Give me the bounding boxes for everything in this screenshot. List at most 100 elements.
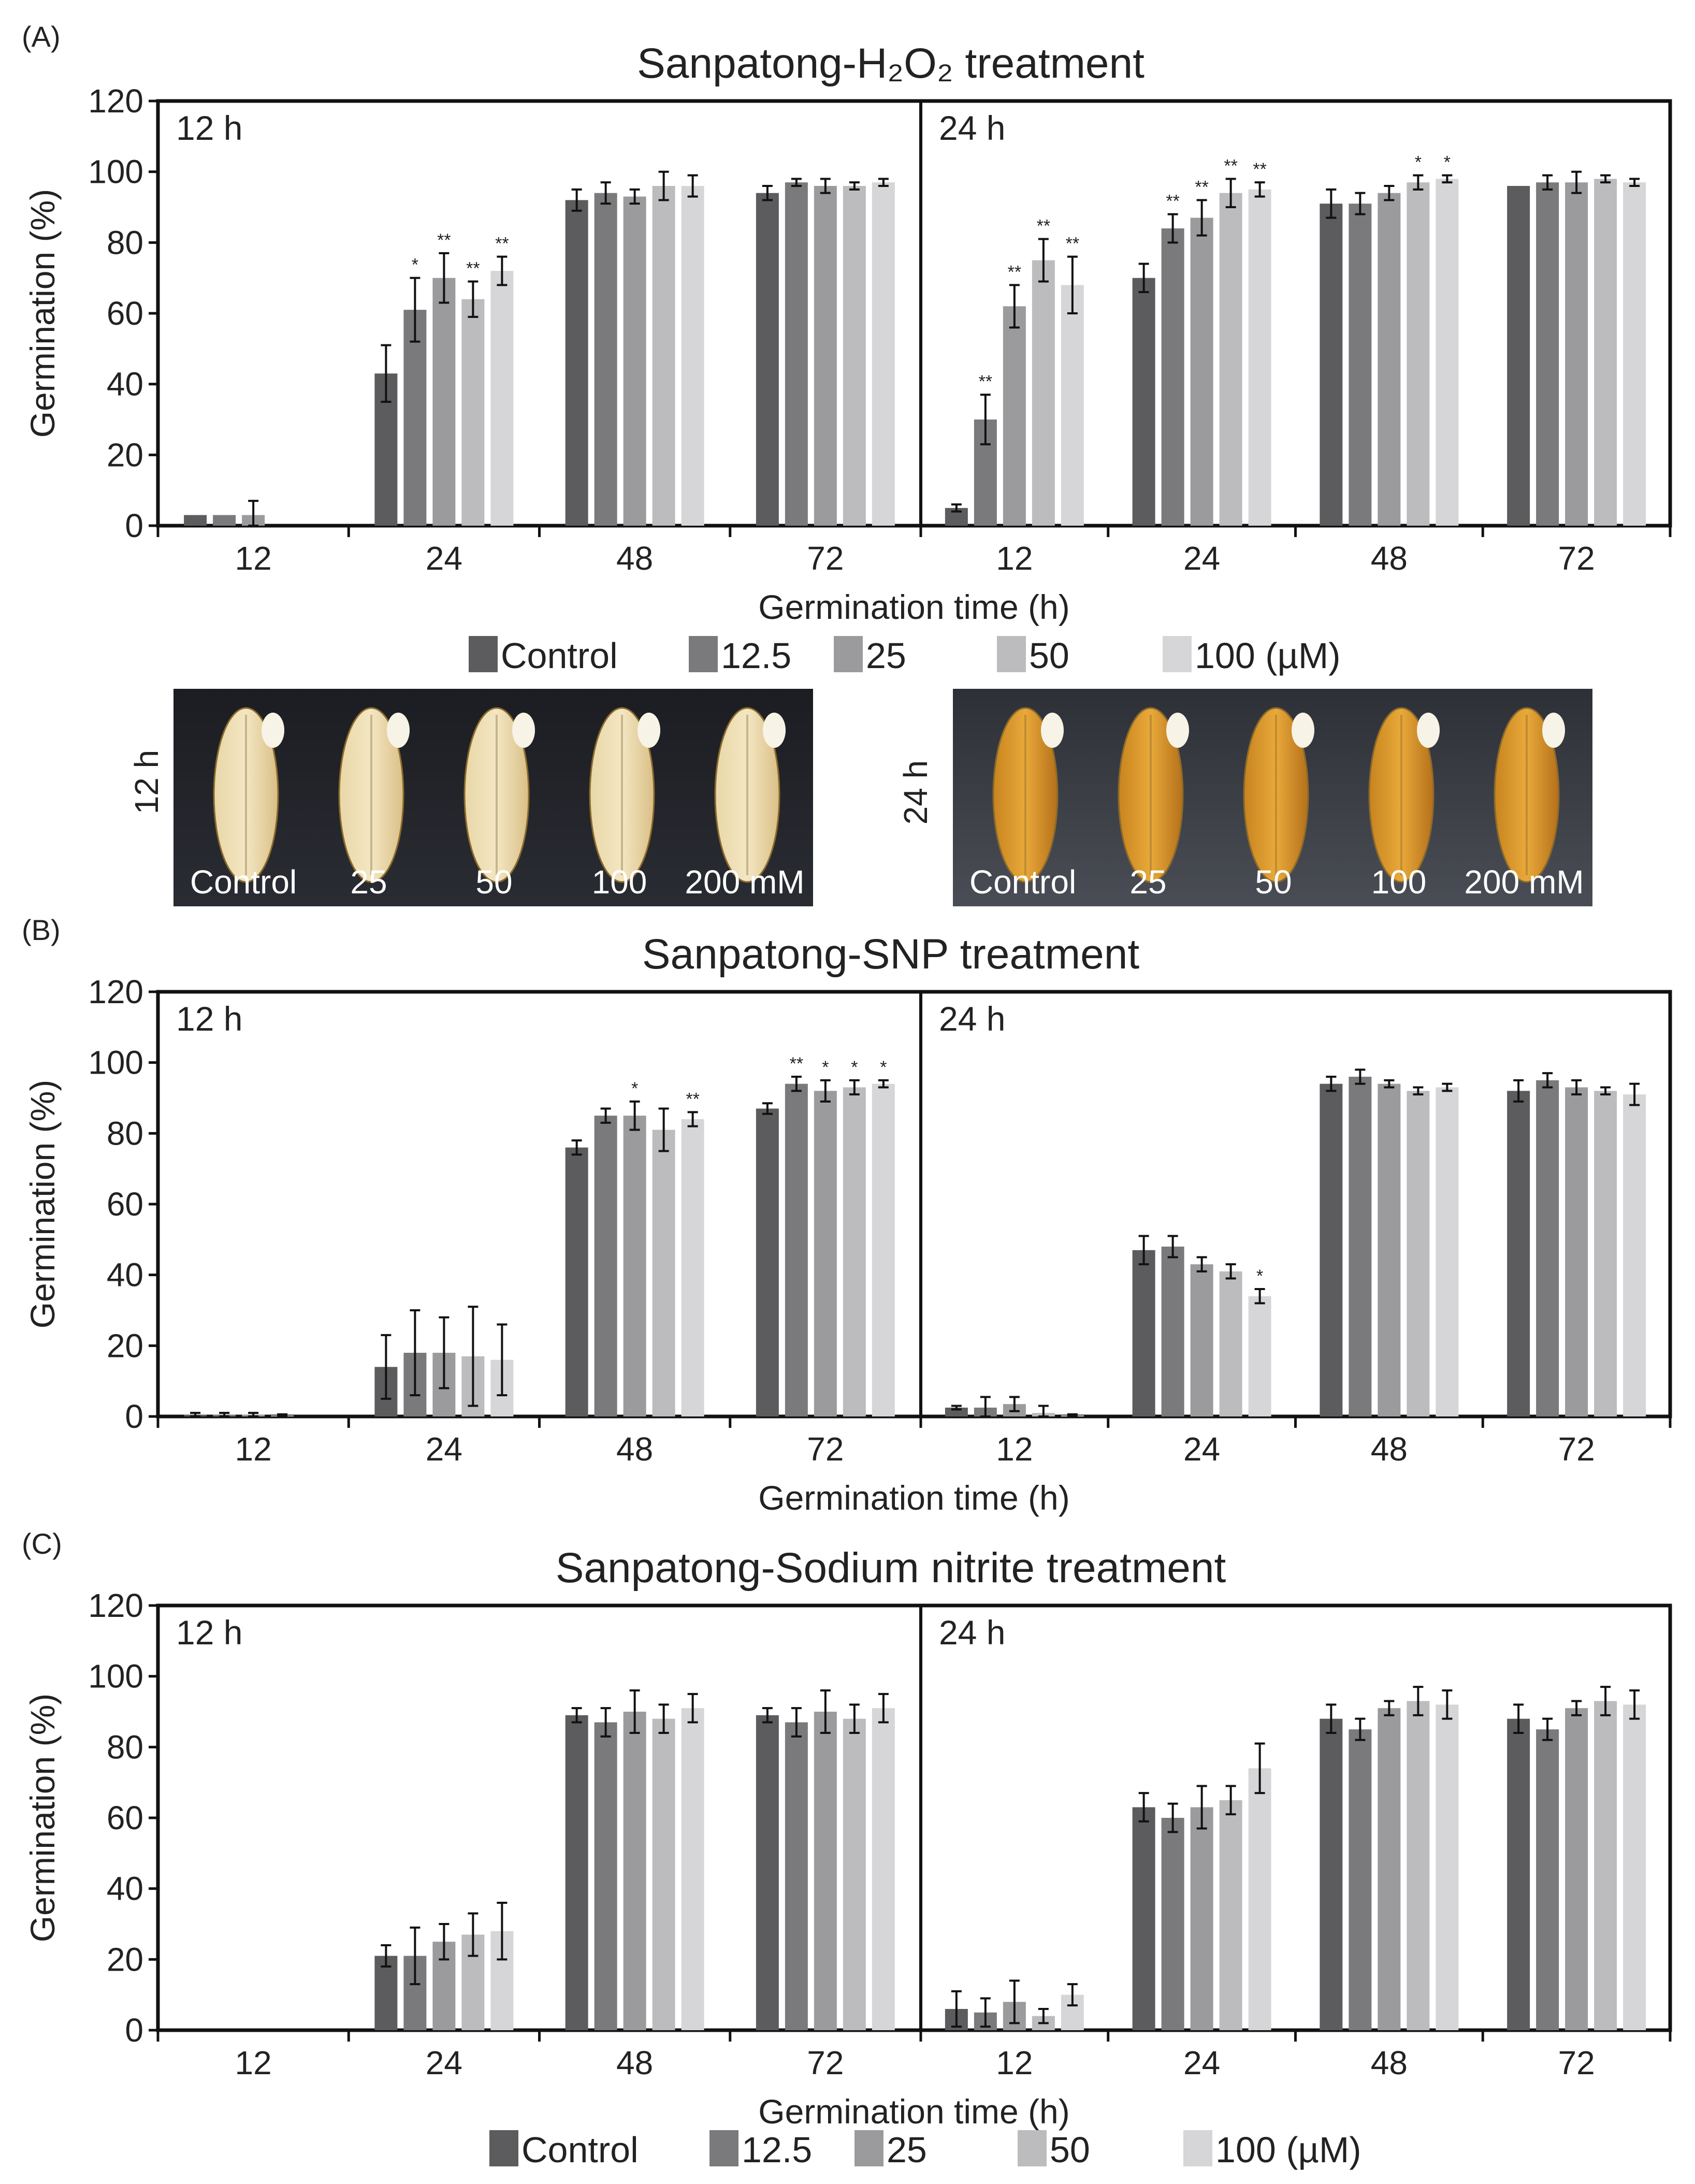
bar bbox=[1132, 1807, 1155, 2030]
legend-label: 50 bbox=[1029, 635, 1069, 676]
bar bbox=[1061, 285, 1084, 526]
y-tick-label: 100 bbox=[88, 1044, 143, 1081]
bar bbox=[1032, 260, 1055, 526]
bar bbox=[1507, 186, 1530, 526]
y-tick-label: 20 bbox=[107, 1327, 143, 1364]
subpanel-label: 24 h bbox=[939, 1000, 1005, 1038]
bar bbox=[1378, 1708, 1401, 2030]
bar bbox=[1320, 1718, 1343, 2030]
bar bbox=[1407, 1701, 1430, 2030]
bar bbox=[1565, 1087, 1588, 1416]
bar bbox=[1378, 193, 1401, 526]
photo-grain-label: 25 bbox=[350, 863, 387, 901]
bar bbox=[681, 1708, 704, 2030]
rice-grain bbox=[1243, 707, 1309, 883]
legend-label: 25 bbox=[887, 2130, 927, 2170]
bar bbox=[1132, 1250, 1155, 1416]
bar bbox=[1161, 228, 1184, 526]
legend-swatch bbox=[1183, 2130, 1212, 2166]
x-tick-label: 12 bbox=[996, 1430, 1033, 1468]
x-tick-label: 24 bbox=[426, 1430, 462, 1468]
bar bbox=[594, 193, 617, 526]
rice-grain bbox=[1494, 707, 1560, 883]
x-tick-label: 24 bbox=[426, 540, 462, 577]
bar bbox=[1161, 1247, 1184, 1416]
bar bbox=[594, 1722, 617, 2030]
photo-labels-24h: Control 25 50 100 200 mM bbox=[969, 863, 1584, 901]
chart-c: 0 20 40 60 80 100 120 Germination (%) Germinatio… bbox=[23, 1587, 1672, 2131]
photo-panel-24h: 24 h Control 25 50 100 200 mM bbox=[897, 689, 1592, 906]
x-tick-label: 24 bbox=[1183, 2044, 1220, 2081]
bar bbox=[1623, 1704, 1646, 2030]
significance-label: ** bbox=[979, 372, 992, 392]
x-tick-label: 48 bbox=[616, 540, 653, 577]
significance-label: * bbox=[880, 1058, 887, 1077]
x-tick-label: 48 bbox=[1371, 2044, 1408, 2081]
x-tick-label: 48 bbox=[616, 2044, 653, 2081]
y-tick-label: 40 bbox=[107, 1256, 143, 1294]
bar bbox=[213, 515, 236, 526]
significance-label: ** bbox=[466, 259, 480, 279]
x-tick-label: 12 bbox=[235, 1430, 272, 1468]
bar bbox=[565, 200, 588, 526]
bar bbox=[184, 515, 207, 526]
bar bbox=[1349, 1729, 1372, 2030]
grain-sprout bbox=[1041, 713, 1064, 748]
grain-sprout bbox=[387, 713, 410, 748]
bar bbox=[681, 1119, 704, 1416]
y-tick-label: 100 bbox=[88, 153, 143, 191]
x-tick-label: 72 bbox=[1558, 2044, 1595, 2081]
subpanel-label: 12 h bbox=[176, 1000, 242, 1038]
legend-swatch bbox=[1018, 2130, 1047, 2166]
y-tick-label: 80 bbox=[107, 1728, 143, 1766]
bar bbox=[1536, 182, 1559, 526]
bar bbox=[1407, 1091, 1430, 1416]
x-tick-label: 24 bbox=[1183, 1430, 1220, 1468]
subpanel-label: 12 h bbox=[176, 1613, 242, 1652]
y-tick-label: 60 bbox=[107, 1185, 143, 1223]
x-axis-title: Germination time (h) bbox=[758, 588, 1070, 626]
significance-label: ** bbox=[1166, 192, 1179, 211]
chart-a: 0 20 40 60 80 100 120 Germination (%) Germinatio… bbox=[23, 82, 1672, 626]
rice-grain bbox=[213, 707, 279, 883]
legend-swatch bbox=[854, 2130, 883, 2166]
significance-label: * bbox=[1444, 153, 1451, 172]
rice-grain bbox=[463, 707, 530, 883]
x-tick-label: 72 bbox=[807, 2044, 844, 2081]
bar bbox=[565, 1147, 588, 1416]
x-tick-label: 72 bbox=[1558, 540, 1595, 577]
bar bbox=[652, 1130, 675, 1416]
x-tick-label: 72 bbox=[807, 1430, 844, 1468]
x-tick-label: 12 bbox=[235, 540, 272, 577]
x-tick-label: 48 bbox=[1371, 540, 1408, 577]
bar bbox=[1378, 1083, 1401, 1416]
y-axis-title: Germination (%) bbox=[23, 189, 62, 438]
bar bbox=[1436, 1704, 1459, 2030]
bar bbox=[1349, 204, 1372, 526]
photo-grain-label: 25 bbox=[1129, 863, 1166, 901]
bar bbox=[1248, 1768, 1271, 2030]
photo-labels-12h: Control 25 50 100 200 mM bbox=[190, 863, 805, 901]
bar bbox=[756, 1108, 779, 1416]
rice-grain bbox=[589, 707, 655, 883]
photo-grain-label: 50 bbox=[475, 863, 512, 901]
bar bbox=[623, 1116, 646, 1416]
significance-label: ** bbox=[1037, 216, 1050, 236]
chart-title-a: Sanpatong-H₂O₂ treatment bbox=[637, 40, 1145, 87]
grain-sprout bbox=[1166, 713, 1189, 748]
bar bbox=[1565, 182, 1588, 526]
bar bbox=[623, 196, 646, 526]
x-tick-label: 48 bbox=[616, 1430, 653, 1468]
legend-swatch bbox=[997, 636, 1026, 672]
grain-sprout bbox=[1292, 713, 1314, 748]
legend-label: Control bbox=[521, 2130, 639, 2170]
bar bbox=[843, 1087, 866, 1416]
bar bbox=[432, 278, 456, 526]
legend-bottom: Control 12.5 25 50 100 (µM) bbox=[489, 2130, 1361, 2170]
chart-b: 0 20 40 60 80 100 120 Germination (%) Germinatio… bbox=[23, 973, 1672, 1517]
legend-label: 12.5 bbox=[721, 635, 791, 676]
bar bbox=[1436, 1087, 1459, 1416]
grain-sprout bbox=[1417, 713, 1440, 748]
bar bbox=[681, 186, 704, 526]
bar bbox=[1536, 1729, 1559, 2030]
